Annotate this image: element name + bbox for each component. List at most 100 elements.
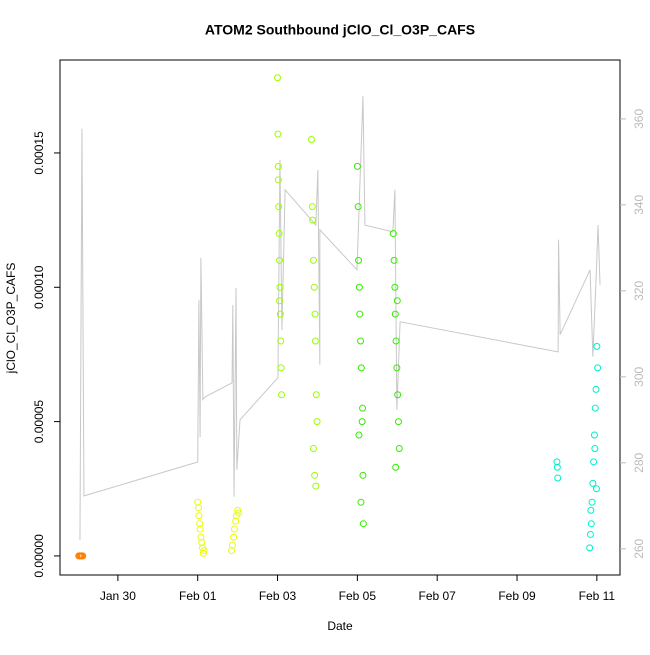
point <box>79 552 87 560</box>
point <box>198 538 206 546</box>
point <box>353 162 361 170</box>
point <box>276 297 284 305</box>
point <box>278 391 286 399</box>
point <box>277 337 285 345</box>
x-tick-label: Feb 01 <box>179 589 217 603</box>
point <box>200 547 208 555</box>
y-tick-label: 0.00010 <box>32 265 46 309</box>
point <box>355 256 363 264</box>
point <box>274 130 282 138</box>
x-tick-label: Feb 09 <box>498 589 536 603</box>
chart-title: ATOM2 Southbound jClO_Cl_O3P_CAFS <box>205 22 475 38</box>
point <box>276 310 284 318</box>
point <box>391 310 399 318</box>
point <box>312 391 320 399</box>
point <box>307 136 315 144</box>
point <box>359 471 367 479</box>
point <box>309 256 317 264</box>
point <box>309 216 317 224</box>
point <box>394 418 402 426</box>
point <box>587 506 595 514</box>
point <box>276 283 284 291</box>
y-tick-label: 0.00005 <box>32 400 46 444</box>
point <box>195 504 203 512</box>
y2-tick-label: 300 <box>632 366 646 386</box>
point <box>591 444 599 452</box>
y2-tick-label: 360 <box>632 109 646 129</box>
series-line <box>79 96 601 541</box>
point <box>308 203 316 211</box>
point <box>310 283 318 291</box>
plot-frame <box>59 59 621 576</box>
point <box>194 498 202 506</box>
point <box>357 498 365 506</box>
point <box>590 458 598 466</box>
point <box>357 364 365 372</box>
point <box>592 485 600 493</box>
x-tick-label: Feb 05 <box>339 589 377 603</box>
point <box>230 533 238 541</box>
point <box>390 256 398 264</box>
point <box>587 520 595 528</box>
x-axis-label: Date <box>327 619 353 633</box>
point <box>359 404 367 412</box>
point <box>553 458 561 466</box>
y-tick-label: 0.00015 <box>32 131 46 175</box>
point <box>590 431 598 439</box>
point <box>275 203 283 211</box>
point <box>589 479 597 487</box>
y2-tick-label: 320 <box>632 281 646 301</box>
point <box>196 525 204 533</box>
point <box>359 520 367 528</box>
point <box>234 509 242 517</box>
point <box>392 463 400 471</box>
y-tick-label: 0.00000 <box>32 534 46 578</box>
point <box>275 230 283 238</box>
point <box>391 283 399 291</box>
point <box>389 230 397 238</box>
point <box>588 498 596 506</box>
point <box>274 74 282 82</box>
point <box>594 364 602 372</box>
point <box>196 520 204 528</box>
point <box>311 337 319 345</box>
point <box>274 162 282 170</box>
point <box>392 337 400 345</box>
point <box>276 256 284 264</box>
point <box>313 418 321 426</box>
y2-tick-label: 340 <box>632 195 646 215</box>
point <box>355 283 363 291</box>
point <box>195 512 203 520</box>
point <box>395 444 403 452</box>
y2-tick-label: 280 <box>632 452 646 472</box>
point <box>357 337 365 345</box>
x-tick-label: Jan 30 <box>100 589 136 603</box>
point <box>197 533 205 541</box>
point <box>586 544 594 552</box>
point <box>228 541 236 549</box>
point <box>394 391 402 399</box>
point <box>311 471 319 479</box>
point <box>358 418 366 426</box>
point <box>553 463 561 471</box>
point <box>228 547 236 555</box>
x-tick-label: Feb 11 <box>579 589 616 603</box>
point <box>554 474 562 482</box>
y2-tick-label: 260 <box>632 538 646 558</box>
point <box>593 342 601 350</box>
point <box>354 203 362 211</box>
point <box>309 444 317 452</box>
y-axis-label: jClO_Cl_O3P_CAFS <box>4 263 18 375</box>
x-tick-label: Feb 03 <box>259 589 297 603</box>
point <box>232 517 240 525</box>
point <box>312 482 320 490</box>
point <box>356 310 364 318</box>
point <box>355 431 363 439</box>
point <box>277 364 285 372</box>
point <box>393 364 401 372</box>
point <box>274 176 282 184</box>
point <box>591 404 599 412</box>
point <box>311 310 319 318</box>
point <box>586 530 594 538</box>
